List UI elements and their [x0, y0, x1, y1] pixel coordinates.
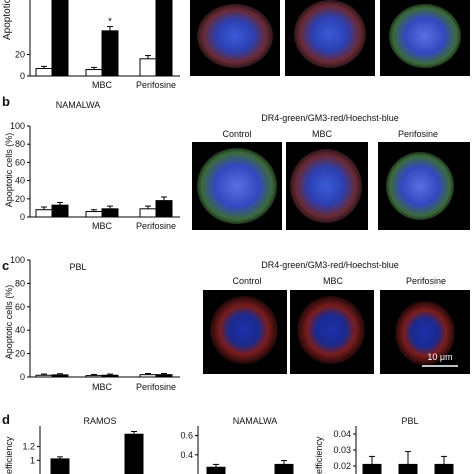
panel-b-title: NAMALWA [56, 100, 101, 110]
bar-d3-s0-c0 [362, 463, 382, 474]
y-tick-label-b: 40 [15, 176, 25, 186]
chart-ylabel-d1: efficiency [4, 436, 14, 474]
y-tick-label-a: 0 [20, 71, 25, 81]
y-tick-label-d1: 1 [30, 455, 35, 465]
panel-b-letter: b [2, 94, 10, 109]
chart-d1: 1 1.2 RAMOS efficiency [4, 416, 144, 474]
chart-c: 0 20 40 60 80 100 MBC Perifosine [10, 255, 180, 392]
y-tick-label-c: 40 [15, 325, 25, 335]
bar-b-s0-c0 [35, 209, 53, 218]
bar-d1-s0-c0 [50, 458, 70, 474]
panel-d-letter: d [2, 412, 10, 427]
y-tick-label-c: 80 [15, 278, 25, 288]
panel-c: c PBL Apoptotic cells (%) 0 20 40 60 80 100 MB… [2, 255, 180, 392]
y-tick-label-b: 80 [15, 139, 25, 149]
scale-bar-label: 10 μm [427, 352, 452, 362]
category-label-c: Perifosine [136, 382, 176, 392]
bar-d2-s0-c1 [274, 463, 294, 474]
y-tick-label-b: 0 [20, 212, 25, 222]
cell-b-mbc [290, 149, 362, 223]
panel-c-title: PBL [69, 262, 86, 272]
y-tick-label-d3: 0.03 [333, 445, 351, 455]
bar-a-s0-c1 [85, 69, 103, 77]
bar-c-s1-c0 [51, 374, 69, 378]
cell-b-perifosine [386, 152, 454, 220]
chart-d3: 0.02 0.03 0.04 PBL efficiency [314, 416, 454, 474]
chart-title-d1: RAMOS [83, 416, 116, 426]
chart-b: 0 20 40 60 80 100 MBC Perifosine [10, 121, 180, 231]
bar-a-s0-c0 [35, 67, 53, 77]
chart-title-d2: NAMALWA [233, 416, 278, 426]
panel-c-label-mbc: MBC [323, 276, 344, 286]
bar-a-s1-c2 [155, 0, 173, 77]
panel-b-caption: DR4-green/GM3-red/Hoechst-blue [261, 113, 399, 123]
chart-d2: 0.4 0.6 NAMALWA [180, 416, 294, 474]
bar-a-s1-c1 [101, 30, 119, 77]
y-tick-label-d2: 0.4 [180, 450, 193, 460]
y-tick-label-a: 20 [15, 50, 25, 60]
bar-b-s1-c2 [155, 200, 173, 218]
significance-marker: * [108, 17, 112, 28]
y-tick-label-c: 0 [20, 372, 25, 382]
y-tick-label-b: 100 [10, 121, 25, 131]
y-tick-label-d3: 0.04 [333, 429, 351, 439]
bar-c-s0-c2 [139, 374, 157, 378]
bar-d3-s0-c2 [434, 463, 454, 474]
panel-a: Apoptotic ce 0 20 * MBC Perifosine [2, 0, 180, 90]
y-tick-label-b: 60 [15, 157, 25, 167]
bar-c-s0-c1 [85, 375, 103, 378]
cell-a-mbc [294, 0, 366, 68]
bar-c-s1-c1 [101, 374, 119, 378]
y-tick-label-d3: 0.02 [333, 461, 351, 471]
panel-b: b NAMALWA Apoptotic cells (%) 0 20 40 60 80 1… [2, 94, 180, 231]
bar-a-s0-c2 [139, 58, 157, 77]
bar-b-s1-c1 [101, 208, 119, 218]
cell-c-control [210, 296, 278, 364]
category-label-b: Perifosine [136, 221, 176, 231]
panel-b-label-control: Control [222, 129, 251, 139]
chart-a: 0 20 * MBC Perifosine [15, 0, 180, 90]
bar-b-s0-c2 [139, 208, 157, 218]
bar-d3-s0-c1 [398, 463, 418, 474]
cell-c-perifosine [395, 301, 455, 365]
category-label-c: MBC [92, 382, 113, 392]
y-tick-label-c: 20 [15, 349, 25, 359]
panel-c-label-control: Control [232, 276, 261, 286]
panel-c-ylabel: Apoptotic cells (%) [4, 285, 14, 360]
category-label-b: MBC [92, 221, 113, 231]
panel-d: d 1 1.2 RAMOS efficiency 0.4 0.6 NAMALWA 0.02… [2, 412, 454, 474]
panel-c-caption: DR4-green/GM3-red/Hoechst-blue [261, 260, 399, 270]
panel-b-label-perifosine: Perifosine [398, 129, 438, 139]
category-label-a: Perifosine [136, 80, 176, 90]
y-tick-label-b: 20 [15, 194, 25, 204]
bar-a-s1-c0 [51, 0, 69, 77]
chart-title-d3: PBL [401, 416, 418, 426]
category-label-a: MBC [92, 80, 113, 90]
panel-b-micrographs: DR4-green/GM3-red/Hoechst-blue Control M… [192, 113, 470, 230]
y-tick-label-c: 60 [15, 302, 25, 312]
panel-a-ylabel: Apoptotic ce [2, 0, 13, 40]
panel-c-label-perifosine: Perifosine [406, 276, 446, 286]
bar-c-s0-c0 [35, 374, 53, 378]
panel-c-micrographs: DR4-green/GM3-red/Hoechst-blue Control M… [203, 260, 470, 374]
panel-b-label-mbc: MBC [312, 129, 333, 139]
y-tick-label-c: 100 [10, 255, 25, 265]
cell-c-mbc [297, 296, 365, 364]
bar-d1-s0-c1 [124, 433, 144, 474]
chart-ylabel-d3: efficiency [314, 436, 324, 474]
cell-a-control [197, 4, 273, 68]
y-tick-label-d1: 1.2 [22, 442, 35, 452]
y-tick-label-d2: 0.6 [180, 431, 193, 441]
bar-d2-s0-c0 [206, 466, 226, 474]
bar-b-s1-c0 [51, 204, 69, 218]
cell-b-control [197, 148, 277, 224]
panel-a-micrographs [190, 0, 470, 76]
bar-b-s0-c1 [85, 211, 103, 218]
panel-b-ylabel: Apoptotic cells (%) [4, 133, 14, 208]
bar-c-s1-c2 [155, 374, 173, 378]
panel-c-letter: c [2, 258, 9, 273]
cell-a-perifosine [389, 4, 461, 68]
